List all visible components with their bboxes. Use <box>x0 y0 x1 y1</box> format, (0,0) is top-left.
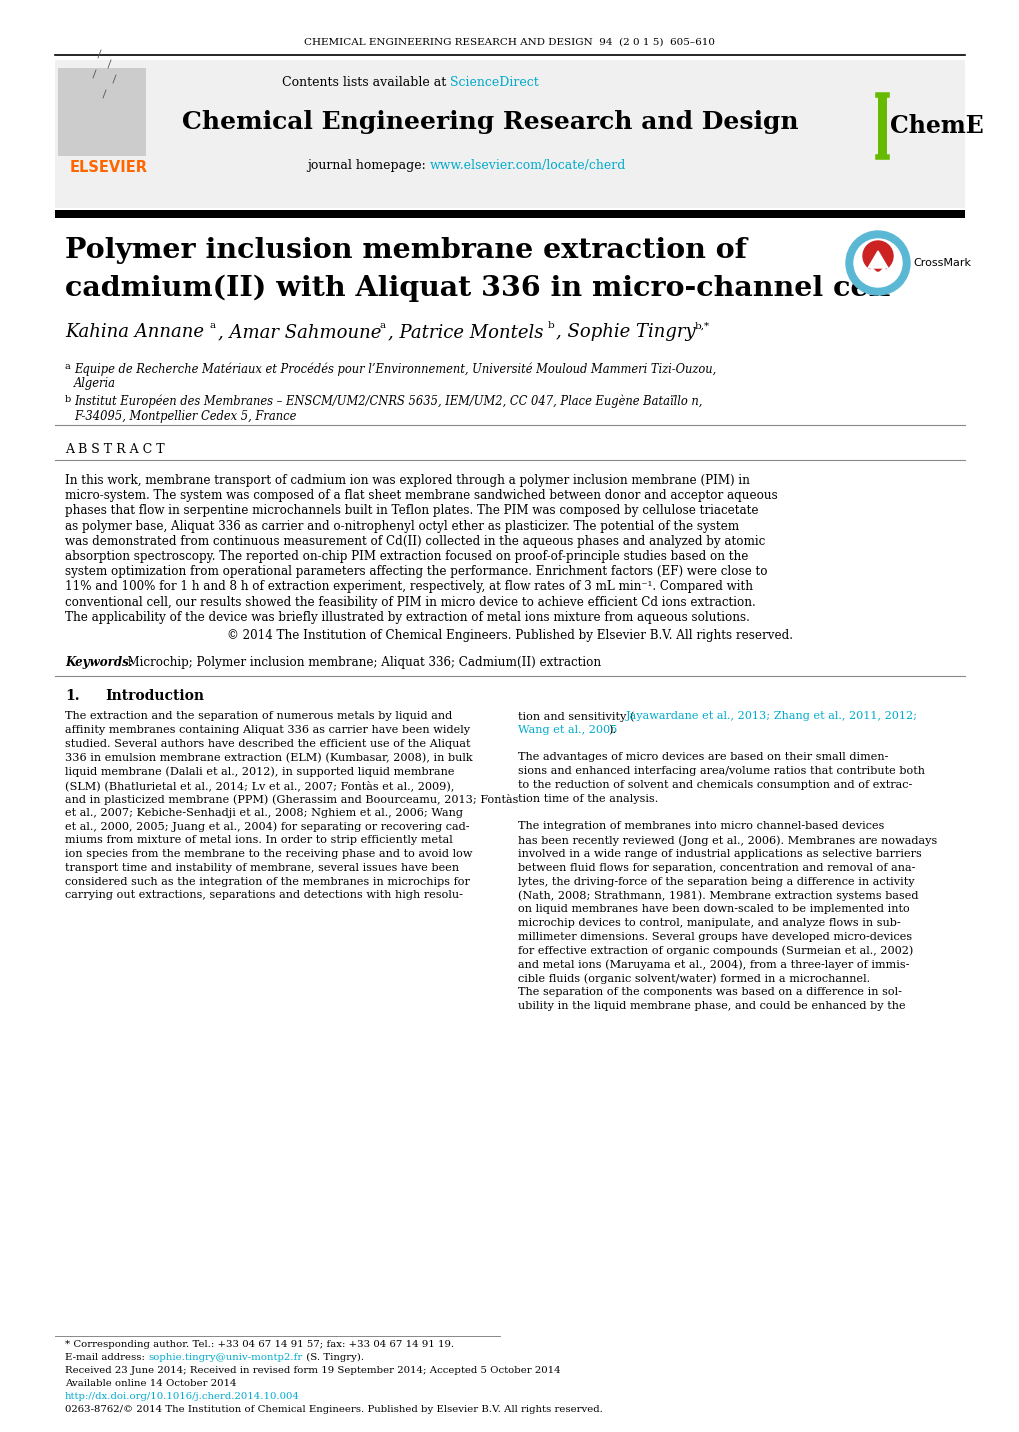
Text: 11% and 100% for 1 h and 8 h of extraction experiment, respectively, at flow rat: 11% and 100% for 1 h and 8 h of extracti… <box>65 580 752 593</box>
Text: cadmium(II) with Aliquat 336 in micro-channel cell: cadmium(II) with Aliquat 336 in micro-ch… <box>65 275 890 302</box>
Text: 0263-8762/© 2014 The Institution of Chemical Engineers. Published by Elsevier B.: 0263-8762/© 2014 The Institution of Chem… <box>65 1405 602 1413</box>
Text: Received 23 June 2014; Received in revised form 19 September 2014; Accepted 5 Oc: Received 23 June 2014; Received in revis… <box>65 1366 560 1375</box>
Text: considered such as the integration of the membranes in microchips for: considered such as the integration of th… <box>65 876 470 886</box>
Text: as polymer base, Aliquat 336 as carrier and o-nitrophenyl octyl ether as plastic: as polymer base, Aliquat 336 as carrier … <box>65 520 739 533</box>
Text: www.elsevier.com/locate/cherd: www.elsevier.com/locate/cherd <box>430 159 626 172</box>
Text: between fluid flows for separation, concentration and removal of ana-: between fluid flows for separation, conc… <box>518 863 914 872</box>
Text: lytes, the driving-force of the separation being a difference in activity: lytes, the driving-force of the separati… <box>518 876 914 886</box>
Text: ).: ). <box>607 725 615 735</box>
FancyBboxPatch shape <box>55 211 964 218</box>
Text: phases that flow in serpentine microchannels built in Teflon plates. The PIM was: phases that flow in serpentine microchan… <box>65 504 758 517</box>
Text: E-mail address:: E-mail address: <box>65 1353 148 1362</box>
Text: * Corresponding author. Tel.: +33 04 67 14 91 57; fax: +33 04 67 14 91 19.: * Corresponding author. Tel.: +33 04 67 … <box>65 1340 453 1349</box>
Text: affinity membranes containing Aliquat 336 as carrier have been widely: affinity membranes containing Aliquat 33… <box>65 725 470 735</box>
Text: Introduction: Introduction <box>105 689 204 703</box>
Text: ion species from the membrane to the receiving phase and to avoid low: ion species from the membrane to the rec… <box>65 849 472 859</box>
Text: The integration of membranes into micro channel-based devices: The integration of membranes into micro … <box>518 822 883 832</box>
Text: microchip devices to control, manipulate, and analyze flows in sub-: microchip devices to control, manipulate… <box>518 918 900 928</box>
Text: and metal ions (Maruyama et al., 2004), from a three-layer of immis-: and metal ions (Maruyama et al., 2004), … <box>518 959 909 969</box>
Text: Keywords:: Keywords: <box>65 656 133 669</box>
Text: (SLM) (Bhatlurietal et al., 2014; Lv et al., 2007; Fontàs et al., 2009),: (SLM) (Bhatlurietal et al., 2014; Lv et … <box>65 780 453 790</box>
Text: ScienceDirect: ScienceDirect <box>449 76 538 89</box>
Text: Contents lists available at: Contents lists available at <box>281 76 449 89</box>
Text: In this work, membrane transport of cadmium ion was explored through a polymer i: In this work, membrane transport of cadm… <box>65 474 749 487</box>
Text: Equipe de Recherche Matériaux et Procédés pour l’Environnement, Université Moulo: Equipe de Recherche Matériaux et Procédé… <box>74 362 715 375</box>
Text: The applicability of the device was briefly illustrated by extraction of metal i: The applicability of the device was brie… <box>65 611 749 624</box>
Text: Polymer inclusion membrane extraction of: Polymer inclusion membrane extraction of <box>65 236 746 263</box>
Text: transport time and instability of membrane, several issues have been: transport time and instability of membra… <box>65 863 459 872</box>
Text: cible fluids (organic solvent/water) formed in a microchannel.: cible fluids (organic solvent/water) for… <box>518 974 869 984</box>
Polygon shape <box>867 251 888 268</box>
Text: F-34095, Montpellier Cedex 5, France: F-34095, Montpellier Cedex 5, France <box>74 410 297 422</box>
Text: has been recently reviewed (Jong et al., 2006). Membranes are nowadays: has been recently reviewed (Jong et al.,… <box>518 835 936 846</box>
Text: sophie.tingry@univ-montp2.fr: sophie.tingry@univ-montp2.fr <box>148 1353 302 1362</box>
Text: CrossMark: CrossMark <box>912 258 970 268</box>
Text: The extraction and the separation of numerous metals by liquid and: The extraction and the separation of num… <box>65 712 451 720</box>
Text: carrying out extractions, separations and detections with high resolu-: carrying out extractions, separations an… <box>65 891 463 901</box>
Text: tion and sensitivity (: tion and sensitivity ( <box>518 712 634 722</box>
Text: Microchip; Polymer inclusion membrane; Aliquat 336; Cadmium(II) extraction: Microchip; Polymer inclusion membrane; A… <box>120 656 600 669</box>
Text: millimeter dimensions. Several groups have developed micro-devices: millimeter dimensions. Several groups ha… <box>518 932 911 942</box>
Text: was demonstrated from continuous measurement of Cd(II) collected in the aqueous : was demonstrated from continuous measure… <box>65 534 764 548</box>
Text: tion time of the analysis.: tion time of the analysis. <box>518 793 657 803</box>
Text: © 2014 The Institution of Chemical Engineers. Published by Elsevier B.V. All rig: © 2014 The Institution of Chemical Engin… <box>227 629 792 642</box>
Text: et al., 2007; Kebiche-Senhadji et al., 2008; Nghiem et al., 2006; Wang: et al., 2007; Kebiche-Senhadji et al., 2… <box>65 808 463 818</box>
Text: ELSEVIER: ELSEVIER <box>70 160 148 176</box>
Text: 1.: 1. <box>65 689 79 703</box>
Text: absorption spectroscopy. The reported on-chip PIM extraction focused on proof-of: absorption spectroscopy. The reported on… <box>65 550 748 563</box>
Text: sions and enhanced interfacing area/volume ratios that contribute both: sions and enhanced interfacing area/volu… <box>518 766 924 776</box>
Text: The advantages of micro devices are based on their small dimen-: The advantages of micro devices are base… <box>518 752 888 762</box>
Text: miums from mixture of metal ions. In order to strip efficiently metal: miums from mixture of metal ions. In ord… <box>65 835 452 845</box>
Text: journal homepage:: journal homepage: <box>307 159 430 172</box>
Circle shape <box>845 231 909 295</box>
Text: Kahina Annane: Kahina Annane <box>65 324 204 341</box>
Text: , Amar Sahmoune: , Amar Sahmoune <box>218 324 381 341</box>
Text: ChemE: ChemE <box>890 115 982 137</box>
FancyBboxPatch shape <box>58 67 146 156</box>
Text: involved in a wide range of industrial applications as selective barriers: involved in a wide range of industrial a… <box>518 849 921 859</box>
Text: Jayawardane et al., 2013; Zhang et al., 2011, 2012;: Jayawardane et al., 2013; Zhang et al., … <box>626 712 917 720</box>
Text: http://dx.doi.org/10.1016/j.cherd.2014.10.004: http://dx.doi.org/10.1016/j.cherd.2014.1… <box>65 1392 300 1400</box>
FancyBboxPatch shape <box>55 60 964 208</box>
Text: and in plasticized membrane (PPM) (Gherassim and Boourceamu, 2013; Fontàs: and in plasticized membrane (PPM) (Ghera… <box>65 793 518 805</box>
Text: Algeria: Algeria <box>74 377 116 390</box>
Circle shape <box>862 241 892 271</box>
Text: Wang et al., 2005: Wang et al., 2005 <box>518 725 616 735</box>
Text: b: b <box>65 395 71 404</box>
Text: Available online 14 October 2014: Available online 14 October 2014 <box>65 1379 236 1388</box>
Text: ubility in the liquid membrane phase, and could be enhanced by the: ubility in the liquid membrane phase, an… <box>518 1001 905 1011</box>
Text: et al., 2000, 2005; Juang et al., 2004) for separating or recovering cad-: et al., 2000, 2005; Juang et al., 2004) … <box>65 822 469 832</box>
Text: on liquid membranes have been down-scaled to be implemented into: on liquid membranes have been down-scale… <box>518 904 909 914</box>
Text: a: a <box>65 362 70 371</box>
Text: Chemical Engineering Research and Design: Chemical Engineering Research and Design <box>181 110 798 135</box>
Text: Institut Européen des Membranes – ENSCM/UM2/CNRS 5635, IEM/UM2, CC 047, Place Eu: Institut Européen des Membranes – ENSCM/… <box>74 395 702 408</box>
Text: (Nath, 2008; Strathmann, 1981). Membrane extraction systems based: (Nath, 2008; Strathmann, 1981). Membrane… <box>518 891 917 901</box>
Circle shape <box>853 239 901 286</box>
Text: a: a <box>380 322 386 331</box>
Text: for effective extraction of organic compounds (Surmeian et al., 2002): for effective extraction of organic comp… <box>518 945 912 957</box>
Text: , Sophie Tingry: , Sophie Tingry <box>555 324 695 341</box>
Text: a: a <box>210 322 216 331</box>
Text: A B S T R A C T: A B S T R A C T <box>65 442 164 455</box>
Text: (S. Tingry).: (S. Tingry). <box>303 1353 364 1362</box>
Text: b,*: b,* <box>694 322 709 331</box>
Text: studied. Several authors have described the efficient use of the Aliquat: studied. Several authors have described … <box>65 739 470 749</box>
Text: , Patrice Montels: , Patrice Montels <box>387 324 543 341</box>
Polygon shape <box>864 268 891 278</box>
Text: liquid membrane (Dalali et al., 2012), in supported liquid membrane: liquid membrane (Dalali et al., 2012), i… <box>65 766 454 776</box>
FancyBboxPatch shape <box>877 95 887 158</box>
Text: to the reduction of solvent and chemicals consumption and of extrac-: to the reduction of solvent and chemical… <box>518 780 911 790</box>
Text: The separation of the components was based on a difference in sol-: The separation of the components was bas… <box>518 987 901 997</box>
Text: b: b <box>547 322 554 331</box>
Text: system optimization from operational parameters affecting the performance. Enric: system optimization from operational par… <box>65 566 766 579</box>
Text: 336 in emulsion membrane extraction (ELM) (Kumbasar, 2008), in bulk: 336 in emulsion membrane extraction (ELM… <box>65 752 472 763</box>
Text: conventional cell, our results showed the feasibility of PIM in micro device to : conventional cell, our results showed th… <box>65 596 755 609</box>
Text: micro-system. The system was composed of a flat sheet membrane sandwiched betwee: micro-system. The system was composed of… <box>65 490 777 503</box>
Text: CHEMICAL ENGINEERING RESEARCH AND DESIGN  94  (2 0 1 5)  605–610: CHEMICAL ENGINEERING RESEARCH AND DESIGN… <box>305 37 714 46</box>
